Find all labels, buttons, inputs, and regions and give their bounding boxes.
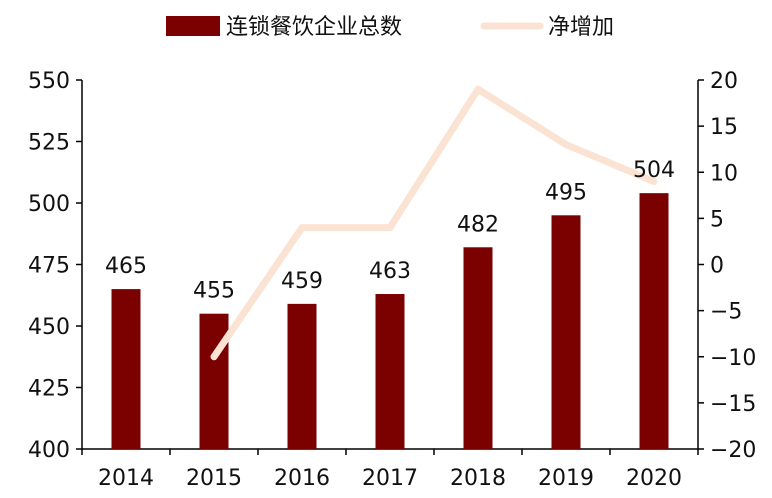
bar: [375, 294, 405, 449]
axes: 400 425 450 475 500 525 550 −20 −15 −10 −5 0 5 10 15 20…: [28, 69, 756, 491]
y-left-tick-label: 425: [28, 377, 70, 402]
legend-label-bar: 连锁餐饮企业总数: [226, 15, 402, 40]
y-right-tick-label: −15: [710, 392, 756, 417]
x-tick-label: 2019: [538, 466, 594, 491]
y-right-tick-label: 20: [710, 69, 738, 94]
x-tick-label: 2016: [274, 466, 330, 491]
bar: [551, 215, 581, 449]
bar-data-label: 459: [281, 269, 323, 294]
y-left-tick-label: 450: [28, 315, 70, 340]
y-right-tick-label: 15: [710, 115, 738, 140]
bar-data-label: 482: [457, 212, 499, 237]
x-tick-label: 2017: [362, 466, 418, 491]
y-left-tick-label: 525: [28, 131, 70, 156]
bar-data-label: 504: [633, 158, 675, 183]
y-right-tick-label: −10: [710, 346, 756, 371]
bar: [463, 247, 493, 449]
y-left-tick-label: 400: [28, 438, 70, 463]
legend: 连锁餐饮企业总数 净增加: [166, 15, 614, 40]
bar-data-label: 495: [545, 180, 587, 205]
line-series: [210, 85, 658, 361]
bar-data-label: 465: [105, 254, 147, 279]
y-right-tick-label: 0: [710, 254, 724, 279]
legend-label-line: 净增加: [548, 15, 614, 40]
data-labels: 465 455 459 463 482 495 504: [105, 158, 675, 304]
y-right-tick-label: 10: [710, 161, 738, 186]
bar-series: [111, 193, 669, 449]
y-left-tick-label: 475: [28, 254, 70, 279]
bar: [199, 313, 229, 449]
x-tick-label: 2020: [626, 466, 682, 491]
bar: [639, 193, 669, 449]
y-right-tick-label: 5: [710, 207, 724, 232]
bar-data-label: 455: [193, 279, 235, 304]
y-right-tick-label: −5: [710, 300, 742, 325]
net-increase-line: [210, 85, 658, 361]
y-left-tick-label: 550: [28, 69, 70, 94]
legend-swatch-bar: [166, 16, 220, 36]
x-tick-label: 2018: [450, 466, 506, 491]
y-right-tick-label: −20: [710, 438, 756, 463]
bar: [287, 303, 317, 449]
y-left-tick-label: 500: [28, 192, 70, 217]
bar: [111, 289, 141, 449]
bar-data-label: 463: [369, 259, 411, 284]
x-tick-label: 2015: [186, 466, 242, 491]
x-tick-label: 2014: [98, 466, 154, 491]
